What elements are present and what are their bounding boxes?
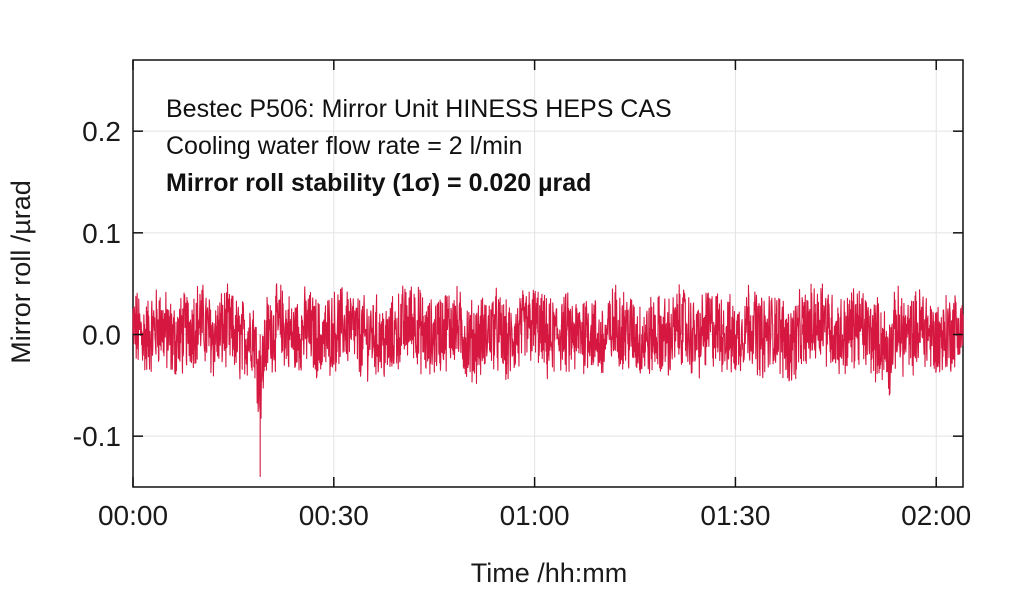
tick-marks [132, 60, 963, 487]
plot-frame [132, 59, 964, 488]
annotation-line: Bestec P506: Mirror Unit HINESS HEPS CAS [166, 95, 672, 123]
series-group [132, 283, 964, 477]
series-line-0 [132, 283, 964, 477]
y-tick-label: -0.1 [73, 421, 121, 452]
x-tick-labels: 00:00 00:30 01:00 01:30 02:00 [98, 500, 971, 531]
grid-lines [132, 60, 963, 487]
x-tick-label: 00:00 [98, 500, 168, 531]
annotation-line: Cooling water flow rate = 2 l/min [166, 132, 522, 160]
y-tick-labels: -0.1 0.0 0.1 0.2 [73, 116, 121, 452]
x-axis-title: Time /hh:mm [471, 558, 628, 588]
x-tick-label: 00:30 [299, 500, 369, 531]
x-tick-label: 01:30 [700, 500, 770, 531]
annotation-line: Mirror roll stability (1σ) = 0.020 µrad [166, 169, 591, 197]
x-tick-label: 01:00 [500, 500, 570, 531]
y-tick-label: 0.1 [82, 218, 121, 249]
x-tick-label: 02:00 [901, 500, 971, 531]
y-axis-title: Mirror roll /µrad [6, 180, 36, 364]
y-tick-label: 0.2 [82, 116, 121, 147]
annotation-block: Bestec P506: Mirror Unit HINESS HEPS CAS… [166, 95, 672, 197]
plot-border [132, 59, 964, 488]
y-tick-label: 0.0 [82, 320, 121, 351]
